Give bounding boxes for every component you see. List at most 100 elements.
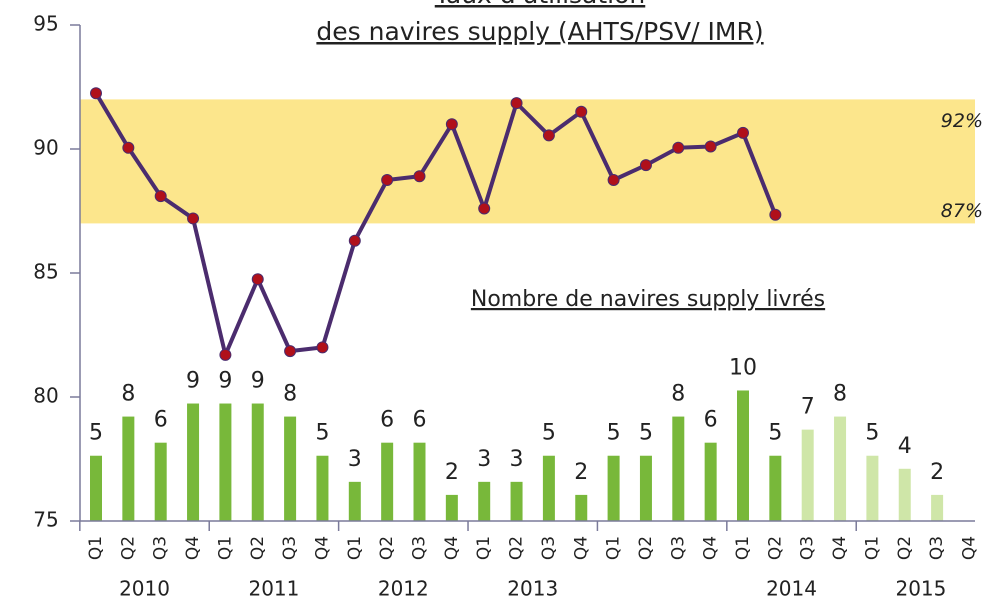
x-tick-label: Q2 — [377, 536, 397, 560]
bar — [769, 455, 782, 521]
x-tick-label: Q4 — [571, 536, 591, 560]
bar-label: 5 — [542, 421, 556, 446]
marker — [575, 105, 588, 118]
y-tick-label: 80 — [33, 384, 58, 408]
marker — [251, 273, 264, 286]
bar-label: 3 — [348, 447, 362, 472]
group-label: 2012 — [378, 577, 429, 601]
bar — [122, 416, 135, 521]
annotation: Nombre de navires supply livrés — [471, 287, 825, 312]
line — [94, 92, 778, 357]
bar-label: 3 — [510, 447, 524, 472]
bar-label: 2 — [574, 460, 588, 485]
bar — [639, 455, 652, 521]
y-tick-label: 85 — [33, 260, 58, 284]
x-tick-label: Q1 — [86, 536, 106, 560]
x-tick-label: Q4 — [959, 536, 979, 560]
x-tick-label: Q2 — [118, 536, 138, 560]
bar-label: 5 — [768, 421, 782, 446]
bar-label: 5 — [607, 421, 621, 446]
x-tick-label: Q4 — [830, 536, 850, 560]
marker — [639, 159, 652, 172]
bar — [478, 481, 491, 521]
x-tick-label: Q3 — [668, 536, 688, 560]
bar — [413, 442, 426, 521]
bar-label: 5 — [315, 421, 329, 446]
y-tick-label: 75 — [33, 508, 58, 532]
x-tick-label: Q3 — [539, 536, 559, 560]
marker — [122, 141, 135, 154]
x-tick-label: Q3 — [410, 536, 430, 560]
chart-title: Taux d'utilisation — [434, 0, 646, 9]
bar — [90, 455, 102, 521]
group-label: 2011 — [248, 577, 299, 601]
group-label: 2015 — [895, 577, 946, 601]
x-tick-label: Q4 — [701, 536, 721, 560]
marker — [737, 126, 749, 139]
y-tick-label: 95 — [33, 12, 58, 36]
bar — [898, 468, 911, 521]
bar-label: 8 — [833, 382, 847, 407]
marker — [154, 190, 167, 203]
x-tick-label: Q1 — [345, 536, 365, 560]
bar — [607, 455, 620, 521]
bar — [801, 429, 814, 521]
group-label: 2010 — [119, 577, 170, 601]
marker — [445, 118, 458, 131]
bar-label: 5 — [865, 421, 879, 446]
bar — [251, 403, 264, 521]
bar — [348, 481, 361, 521]
bar-label: 9 — [218, 369, 232, 394]
bar — [381, 442, 394, 521]
bar — [672, 416, 685, 521]
bar-label: 4 — [898, 434, 912, 459]
x-tick-label: Q2 — [507, 536, 527, 560]
marker — [510, 97, 523, 110]
bar — [284, 416, 297, 521]
marker — [413, 170, 426, 183]
bar-label: 2 — [445, 460, 459, 485]
group-label: 2013 — [507, 577, 558, 601]
bar — [542, 455, 555, 521]
bar-label: 8 — [121, 382, 135, 407]
chart-title: des navires supply (AHTS/PSV/ IMR) — [316, 17, 763, 46]
marker — [187, 212, 200, 225]
bar — [834, 416, 847, 521]
bar-label: 7 — [801, 395, 815, 420]
bar — [154, 442, 167, 521]
band — [80, 99, 975, 224]
marker — [348, 234, 361, 247]
x-tick-label: Q3 — [151, 536, 171, 560]
bar — [187, 403, 200, 521]
marker — [607, 174, 620, 186]
bar — [931, 494, 944, 521]
marker — [769, 208, 782, 221]
bar-label: 6 — [380, 408, 394, 433]
x-tick-label: Q4 — [312, 536, 332, 560]
x-tick-label: Q3 — [927, 536, 947, 560]
marker — [90, 87, 102, 100]
y-tick-label: 90 — [33, 136, 58, 160]
band-label: 92% — [941, 110, 983, 132]
marker — [316, 341, 329, 354]
group-label: 2014 — [766, 577, 817, 601]
marker — [542, 129, 555, 142]
bar-label: 8 — [671, 382, 685, 407]
bar-label: 9 — [251, 369, 265, 394]
marker — [478, 202, 491, 215]
x-tick-label: Q1 — [215, 536, 235, 560]
marker — [381, 174, 394, 186]
bar — [575, 494, 588, 521]
bar-label: 2 — [930, 460, 944, 485]
bar-label: 8 — [283, 382, 297, 407]
bar-label: 3 — [477, 447, 491, 472]
bar — [704, 442, 717, 521]
bar — [510, 481, 523, 521]
x-tick-label: Q2 — [895, 536, 915, 560]
bar — [866, 455, 879, 521]
x-tick-label: Q4 — [442, 536, 462, 560]
x-tick-label: Q1 — [862, 536, 882, 560]
band-label: 87% — [941, 200, 983, 222]
bar-label: 10 — [729, 355, 757, 380]
